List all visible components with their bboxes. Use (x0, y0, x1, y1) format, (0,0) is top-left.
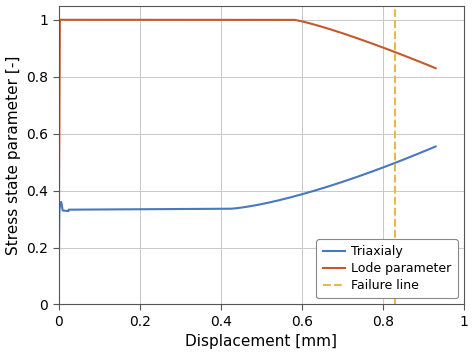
Triaxialy (422, 149, 428, 153)
Triaxialy (422, 149, 428, 153)
X-axis label: Displacement [mm]: Displacement [mm] (185, 334, 337, 349)
Lode parameter (55, 302, 61, 307)
Line: Lode parameter: Lode parameter (58, 20, 436, 305)
Lode parameter (75, 18, 81, 22)
Legend: Triaxialy, Lode parameter, Failure line: Triaxialy, Lode parameter, Failure line (316, 239, 458, 298)
Triaxialy (55, 302, 61, 307)
Y-axis label: Stress state parameter [-]: Stress state parameter [-] (6, 55, 20, 255)
Triaxialy (353, 175, 358, 180)
Lode parameter (239, 18, 245, 22)
Lode parameter (229, 18, 235, 22)
Lode parameter (422, 62, 428, 66)
Lode parameter (353, 36, 358, 40)
Triaxialy (239, 206, 245, 210)
Lode parameter (422, 62, 428, 66)
Lode parameter (57, 18, 63, 22)
Triaxialy (433, 144, 438, 149)
Triaxialy (75, 207, 81, 212)
Line: Triaxialy: Triaxialy (58, 147, 436, 305)
Triaxialy (229, 207, 235, 211)
Lode parameter (433, 66, 438, 70)
